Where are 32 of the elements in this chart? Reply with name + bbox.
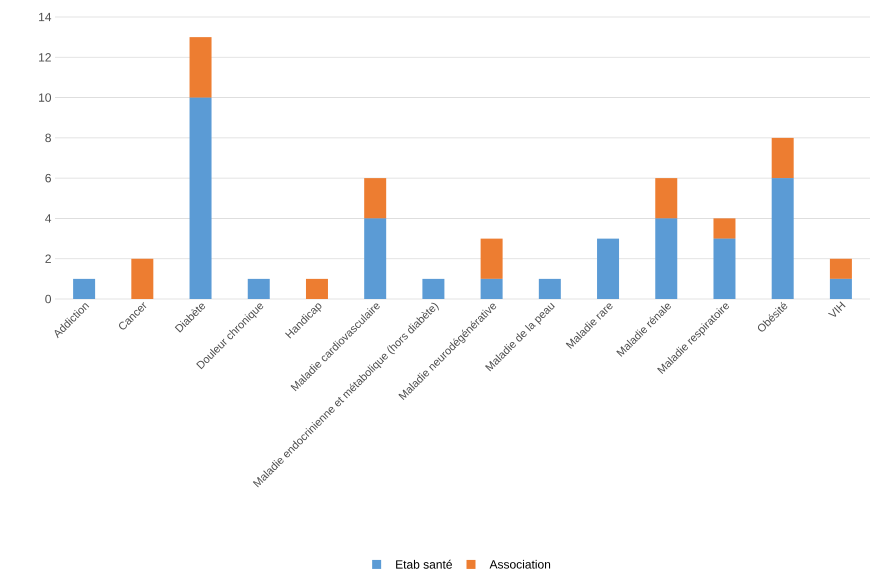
y-tick-label: 0 [45,294,52,304]
bar [655,218,678,299]
y-tick-label: 2 [45,254,51,263]
bar [772,138,794,178]
bar [655,178,678,218]
legend-label: Etab santé [396,560,452,569]
bar [364,178,386,218]
bar [713,218,736,239]
bar [131,258,154,299]
bar [190,37,212,98]
bar [830,258,852,279]
bar [538,278,561,299]
x-tick-label: VIH [828,301,846,317]
bar [830,278,852,299]
y-tick-label: 14 [39,12,52,22]
y-tick-label: 4 [45,214,52,223]
legend-label: Association [490,560,550,569]
bar [772,178,794,299]
bar [480,238,503,279]
bar [422,278,444,299]
bar [306,278,328,299]
y-tick-label: 12 [39,53,51,62]
bar [480,278,503,299]
y-tick-label: 10 [39,93,52,102]
y-tick-label: 8 [45,134,51,142]
bar [713,238,736,299]
bar [364,218,386,299]
bar [248,278,270,299]
y-tick-label: 6 [45,174,51,182]
bar [597,238,620,299]
bar [73,278,96,299]
bar [190,98,212,299]
